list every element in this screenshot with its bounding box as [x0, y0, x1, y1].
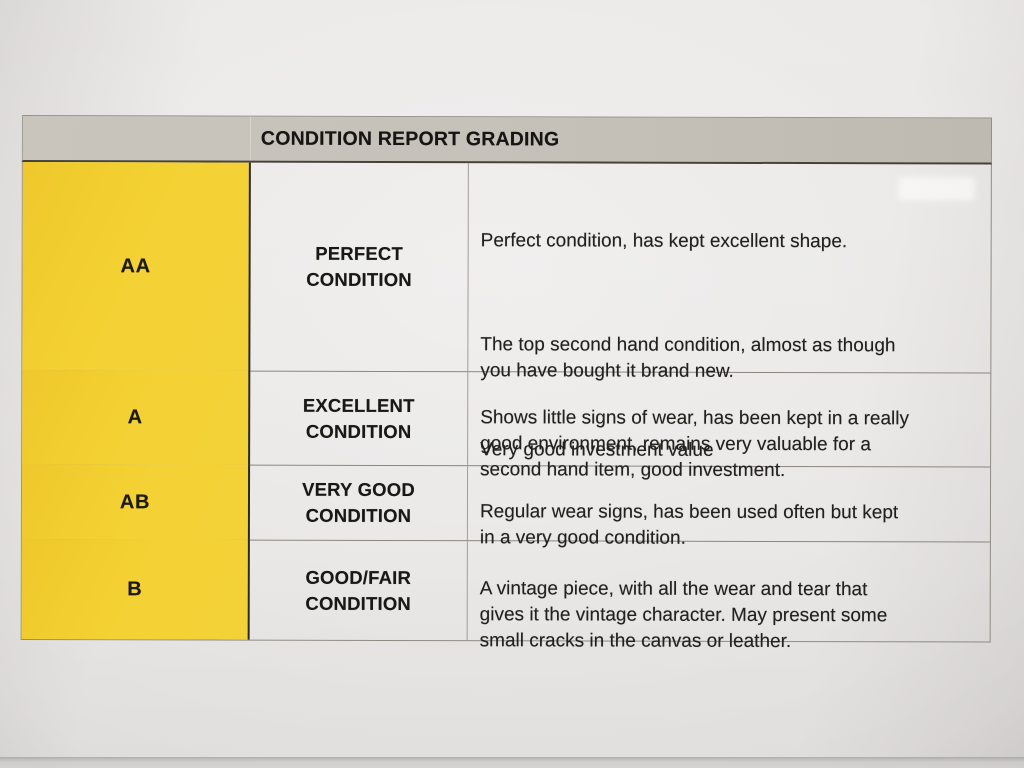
table-body: AA PERFECT CONDITION Perfect condition, … [20, 161, 992, 652]
grade-cell-a: A [22, 370, 251, 465]
condition-cell-b: GOOD/FAIR CONDITION [249, 540, 468, 641]
paper-bottom-edge [0, 757, 1024, 768]
table-row-aa: AA PERFECT CONDITION Perfect condition, … [22, 162, 991, 461]
grade-cell-ab: AB [21, 464, 251, 540]
description-cell-aa: Perfect condition, has kept excellent sh… [468, 163, 991, 461]
grade-cell-b: B [21, 539, 250, 640]
table-row-a: A EXCELLENT CONDITION Shows little signs… [22, 370, 991, 481]
description-paragraph: Perfect condition, has kept excellent sh… [480, 230, 848, 253]
condition-cell-ab: VERY GOOD CONDITION [249, 465, 469, 541]
description-paragraph: A vintage piece, with all the wear and t… [479, 578, 888, 653]
condition-cell-a: EXCELLENT CONDITION [250, 371, 469, 466]
table-title: CONDITION REPORT GRADING [260, 127, 560, 150]
photo-artifact-patch [898, 177, 975, 201]
description-cell-ab: Regular wear signs, has been used often … [468, 466, 990, 549]
condition-cell-aa: PERFECT CONDITION [250, 162, 469, 372]
grade-cell-aa: AA [22, 162, 251, 371]
table-header-row: CONDITION REPORT GRADING [21, 115, 992, 165]
table-row-ab: AB VERY GOOD CONDITION Regular wear sign… [21, 464, 991, 549]
condition-grading-table: CONDITION REPORT GRADING AA PERFECT COND… [20, 115, 992, 652]
description-cell-a: Shows little signs of wear, has been kep… [468, 372, 990, 481]
table-header-empty-cell [22, 116, 251, 161]
description-cell-b: A vintage piece, with all the wear and t… [468, 541, 990, 652]
table-row-b: B GOOD/FAIR CONDITION A vintage piece, w… [21, 539, 990, 652]
